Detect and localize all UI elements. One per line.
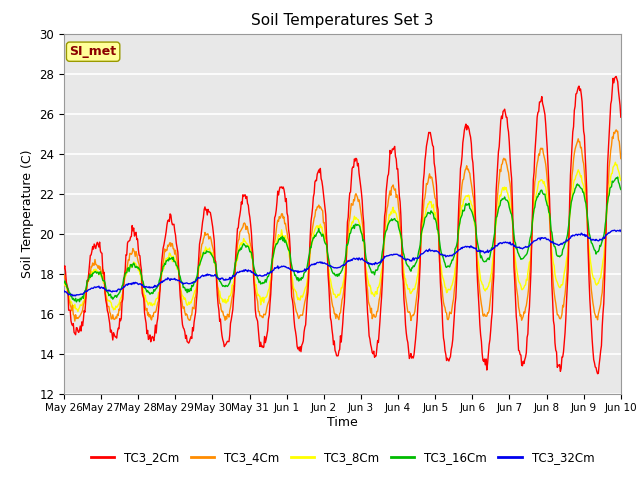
Text: SI_met: SI_met [70, 45, 116, 58]
X-axis label: Time: Time [327, 416, 358, 429]
Title: Soil Temperatures Set 3: Soil Temperatures Set 3 [251, 13, 434, 28]
Legend: TC3_2Cm, TC3_4Cm, TC3_8Cm, TC3_16Cm, TC3_32Cm: TC3_2Cm, TC3_4Cm, TC3_8Cm, TC3_16Cm, TC3… [86, 446, 599, 469]
Y-axis label: Soil Temperature (C): Soil Temperature (C) [20, 149, 34, 278]
